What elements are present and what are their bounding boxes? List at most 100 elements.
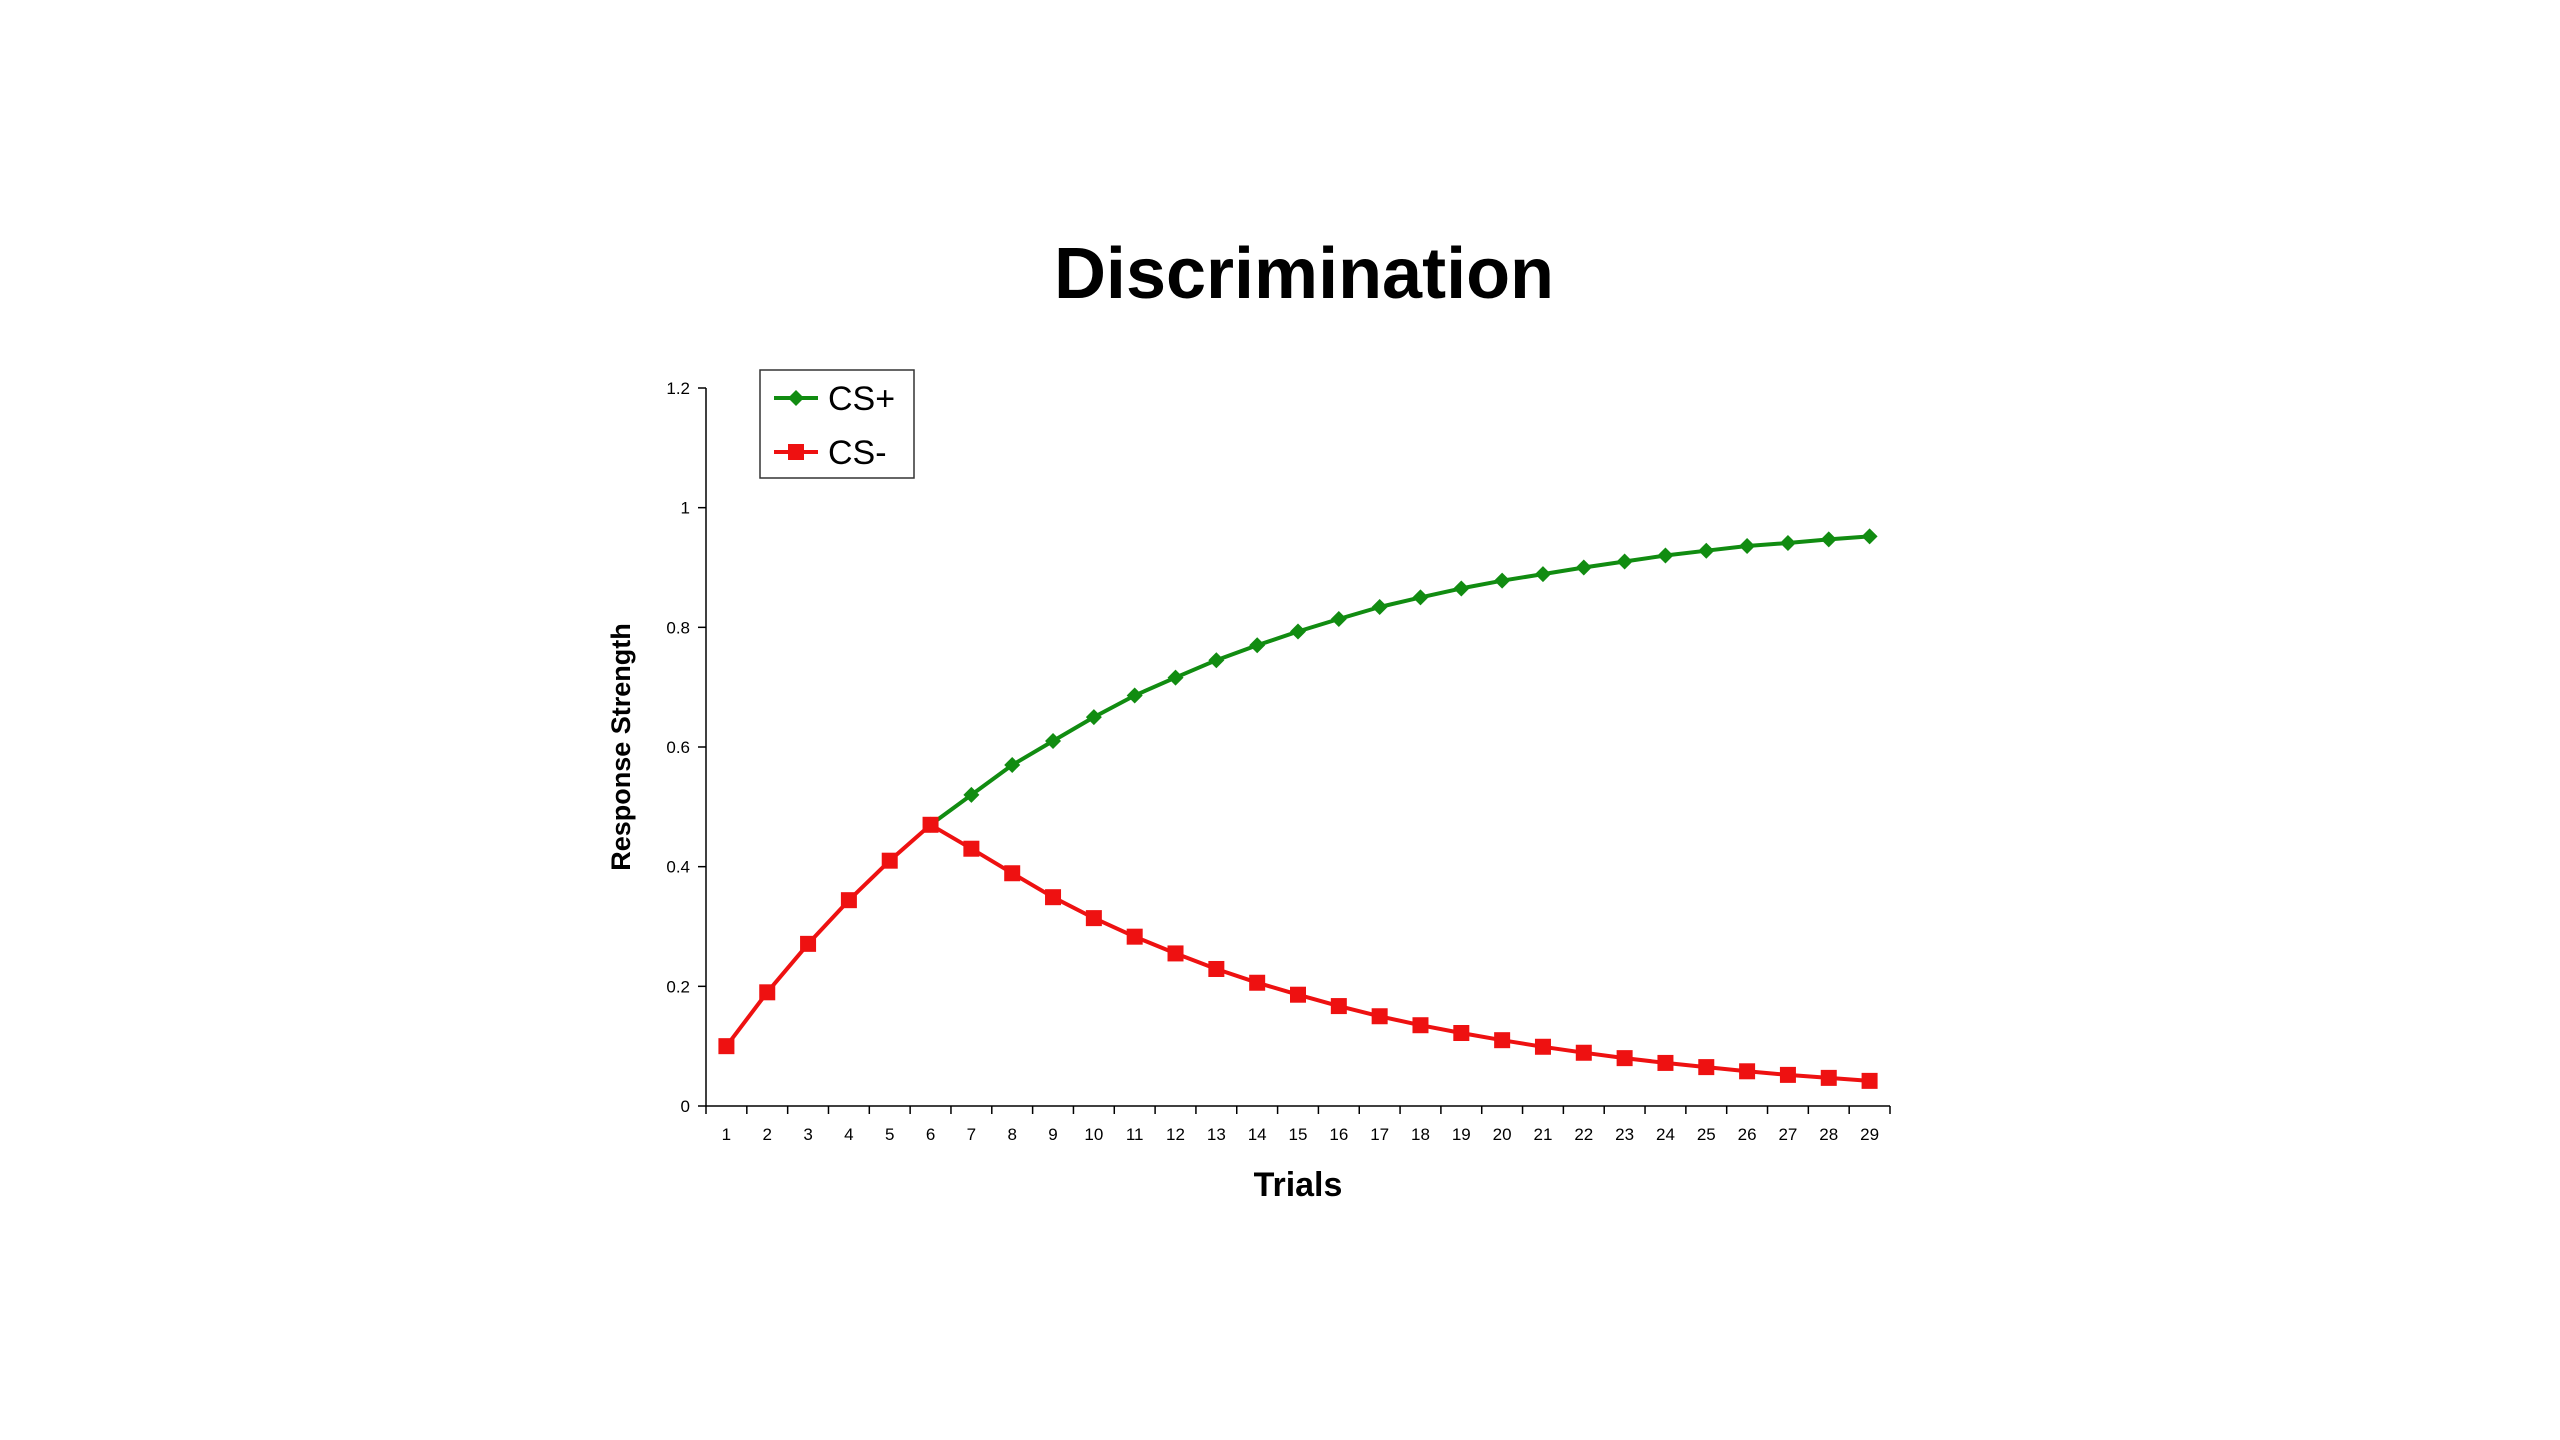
data-point-square <box>1739 1063 1756 1080</box>
x-tick-label: 27 <box>1778 1125 1797 1144</box>
data-point-diamond <box>1371 598 1388 615</box>
x-axis-title: Trials <box>1254 1166 1343 1204</box>
x-tick-label: 21 <box>1534 1125 1553 1144</box>
legend-marker-diamond <box>788 390 804 406</box>
x-tick-label: 8 <box>1007 1125 1016 1144</box>
x-tick-label: 9 <box>1048 1125 1057 1144</box>
x-tick-label: 28 <box>1819 1125 1838 1144</box>
data-point-diamond <box>1453 580 1470 597</box>
x-tick-label: 3 <box>803 1125 812 1144</box>
data-point-square <box>1045 889 1062 906</box>
x-tick-label: 12 <box>1166 1125 1185 1144</box>
legend-item: CS- <box>774 434 887 472</box>
data-point-diamond <box>1494 572 1511 589</box>
x-tick-label: 19 <box>1452 1125 1471 1144</box>
legend-box <box>759 369 915 479</box>
x-tick-label: 13 <box>1207 1125 1226 1144</box>
y-tick-label: 0.6 <box>666 738 690 757</box>
x-tick-label: 10 <box>1084 1125 1103 1144</box>
data-point-square <box>1004 865 1021 882</box>
data-point-square <box>1534 1038 1551 1055</box>
y-tick-label: 1 <box>681 499 690 518</box>
legend-label: CS+ <box>828 380 895 418</box>
data-point-diamond <box>1779 534 1796 551</box>
data-point-diamond <box>1004 756 1021 773</box>
y-tick-label: 0.8 <box>666 618 690 637</box>
x-tick-label: 7 <box>967 1125 976 1144</box>
x-tick-label: 18 <box>1411 1125 1430 1144</box>
data-point-square <box>1494 1032 1511 1049</box>
x-tick-label: 15 <box>1289 1125 1308 1144</box>
data-point-diamond <box>1167 669 1184 686</box>
data-point-square <box>800 935 817 952</box>
y-tick-label: 0.4 <box>666 858 690 877</box>
data-point-square <box>922 816 939 833</box>
data-point-square <box>1779 1066 1796 1083</box>
legend-items: CS+ CS- <box>774 380 895 472</box>
y-ticks: 0 0.2 0.4 0.6 0.8 1 1.2 <box>666 379 706 1116</box>
data-point-diamond <box>1249 637 1266 654</box>
series-cs-plus <box>922 528 1878 833</box>
legend: CS+ CS- <box>759 369 915 479</box>
data-point-square <box>1330 998 1347 1015</box>
series-line <box>929 534 1870 827</box>
data-point-diamond <box>1330 610 1347 627</box>
data-point-square <box>1126 928 1143 945</box>
data-point-diamond <box>1739 537 1756 554</box>
data-point-square <box>1412 1017 1429 1034</box>
x-ticks: 1 2 3 4 5 6 7 8 9 10 11 12 13 14 15 16 17 18 19 20 21 22 23 24 2… <box>705 1106 1891 1144</box>
data-point-diamond <box>1126 687 1143 704</box>
data-point-square <box>1616 1050 1633 1067</box>
x-tick-label: 22 <box>1574 1125 1593 1144</box>
data-point-square <box>1861 1072 1878 1089</box>
legend-item: CS+ <box>774 380 895 418</box>
chart-title: Discrimination <box>1054 234 1554 314</box>
data-point-diamond <box>963 786 980 803</box>
y-tick-label: 1.2 <box>666 379 690 398</box>
data-point-square <box>1371 1008 1388 1025</box>
data-point-square <box>1453 1025 1470 1042</box>
data-point-diamond <box>1575 559 1592 576</box>
data-point-square <box>718 1038 735 1055</box>
data-point-diamond <box>1085 709 1102 726</box>
x-tick-label: 24 <box>1656 1125 1675 1144</box>
legend-marker-square <box>788 444 804 460</box>
series-layer <box>718 528 1878 1089</box>
y-axis-title: Response Strength <box>606 623 636 871</box>
data-point-diamond <box>1208 652 1225 669</box>
data-point-diamond <box>1820 531 1837 548</box>
legend-label: CS- <box>828 434 887 472</box>
x-tick-label: 11 <box>1126 1125 1144 1144</box>
y-tick-label: 0 <box>681 1097 690 1116</box>
axes: 00.20.40.60.811.2 1 2 3 4 5 6 7 8 9 10 11 12 13 14 15 1… <box>666 379 1891 1144</box>
data-point-square <box>1249 974 1266 991</box>
data-point-diamond <box>1861 528 1878 545</box>
data-point-square <box>1575 1044 1592 1061</box>
x-tick-label: 2 <box>763 1125 772 1144</box>
x-tick-label: 5 <box>885 1125 894 1144</box>
x-tick-label: 16 <box>1329 1125 1348 1144</box>
x-tick-label: 17 <box>1370 1125 1389 1144</box>
data-point-diamond <box>1045 733 1062 750</box>
data-point-square <box>1085 910 1102 927</box>
x-tick-label: 26 <box>1738 1125 1757 1144</box>
x-tick-label: 6 <box>926 1125 935 1144</box>
x-tick-label: 14 <box>1248 1125 1267 1144</box>
y-tick-label: 0.2 <box>666 977 690 996</box>
data-point-diamond <box>1698 542 1715 559</box>
data-point-diamond <box>1534 566 1551 583</box>
x-tick-label: 20 <box>1493 1125 1512 1144</box>
data-point-square <box>963 840 980 857</box>
x-tick-label: 4 <box>844 1125 853 1144</box>
data-point-diamond <box>1616 553 1633 570</box>
data-point-square <box>1820 1069 1837 1086</box>
x-tick-label: 1 <box>722 1125 731 1144</box>
data-point-diamond <box>1412 589 1429 606</box>
series-line <box>724 822 1870 1083</box>
data-point-square <box>1167 945 1184 962</box>
data-point-square <box>881 852 898 869</box>
data-point-square <box>1208 960 1225 977</box>
data-point-square <box>1657 1054 1674 1071</box>
data-point-diamond <box>1657 547 1674 564</box>
